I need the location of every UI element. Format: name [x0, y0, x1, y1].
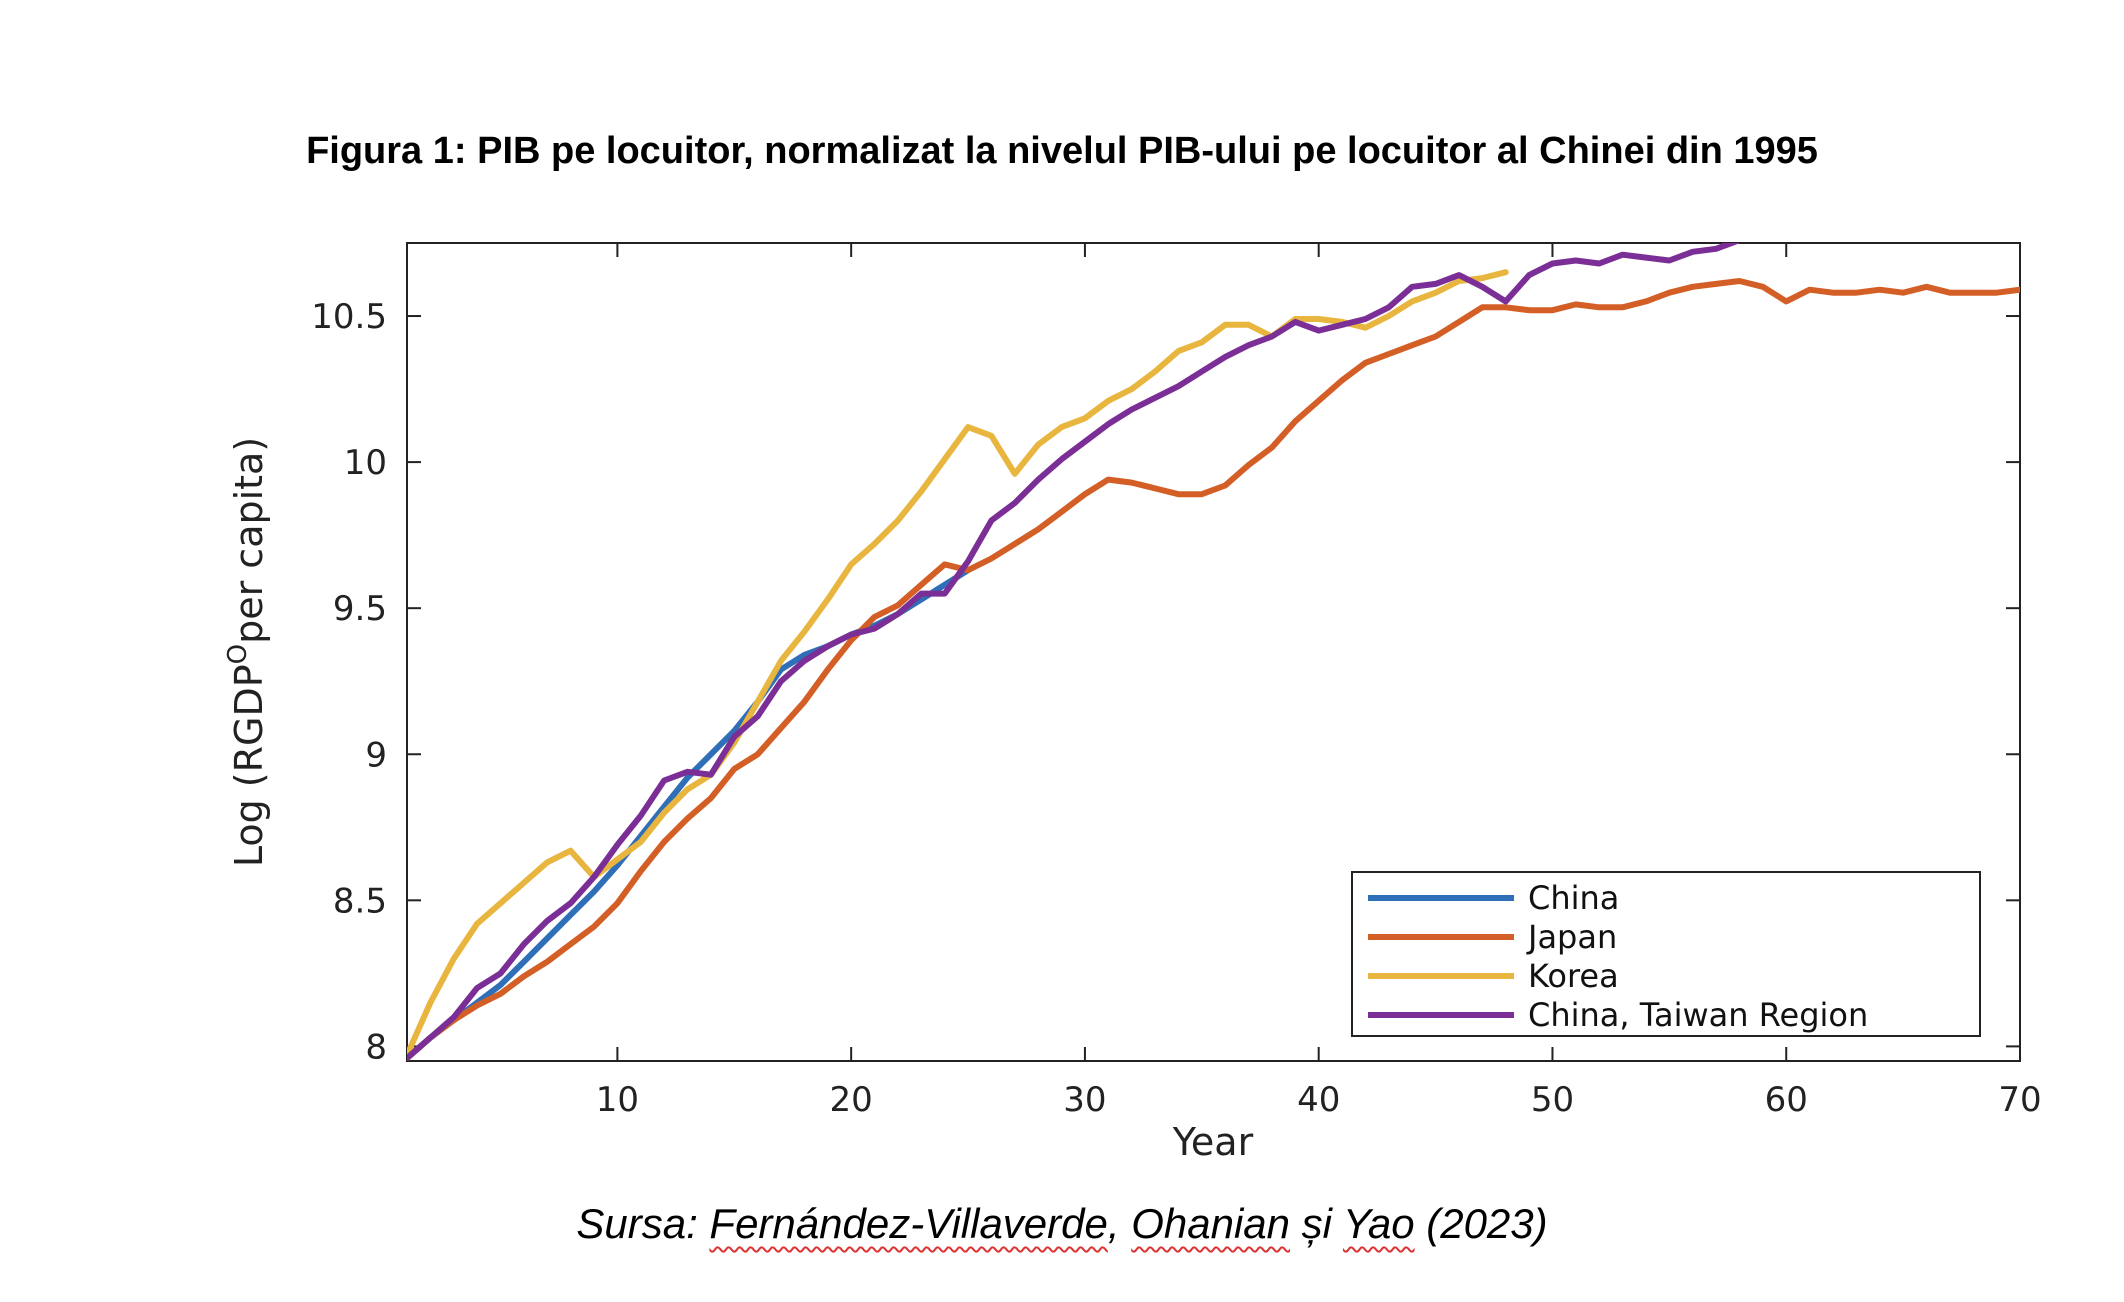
x-tick-label: 50	[1531, 1080, 1574, 1120]
source-author-2: Ohanian	[1131, 1200, 1291, 1247]
legend-label: China, Taiwan Region	[1528, 996, 1868, 1034]
x-tick-label: 60	[1765, 1080, 1808, 1120]
tick-labels: 10 20 30 40 50 60 70 8 8.5 9 9.5 10 10.5	[311, 297, 2041, 1120]
legend-label: Japan	[1526, 918, 1617, 956]
legend-label: Korea	[1528, 957, 1619, 995]
y-tick-label: 10.5	[311, 297, 387, 337]
series-line-2	[407, 269, 1509, 1059]
x-tick-label: 10	[596, 1080, 639, 1120]
source-separator-2: și	[1290, 1200, 1343, 1247]
source-author-3: Yao	[1342, 1200, 1415, 1247]
y-tick-label: 9.5	[333, 589, 387, 629]
x-tick-label: 70	[1998, 1080, 2041, 1120]
y-axis-label: Log (RGDPOper capita)	[223, 437, 271, 867]
series-line-1	[407, 278, 2020, 1061]
y-axis-label-main: Log (RGDP	[227, 664, 271, 867]
y-tick-label: 9	[365, 735, 387, 775]
x-tick-label: 20	[830, 1080, 873, 1120]
y-axis-label-superscript: O	[223, 644, 253, 664]
source-prefix: Sursa:	[576, 1200, 710, 1247]
y-tick-label: 10	[344, 443, 387, 483]
legend-label: China	[1528, 879, 1619, 917]
source-year: (2023)	[1414, 1200, 1548, 1247]
y-axis-label-rest: per capita)	[227, 437, 271, 644]
source-separator-1: ,	[1107, 1200, 1132, 1247]
source-author-1: Fernández-Villaverde	[709, 1200, 1108, 1247]
x-tick-label: 30	[1063, 1080, 1106, 1120]
series-line-3	[407, 243, 1741, 1061]
x-axis-label: Year	[1172, 1120, 1254, 1164]
chart-title: Figura 1: PIB pe locuitor, normalizat la…	[306, 130, 1818, 172]
y-tick-label: 8	[365, 1027, 387, 1067]
axis-ticks	[407, 243, 2021, 1061]
x-tick-label: 40	[1297, 1080, 1340, 1120]
y-tick-label: 8.5	[333, 881, 387, 921]
source-citation: Sursa: Fernández-Villaverde, Ohanian și …	[0, 1200, 2124, 1248]
series-lines	[407, 243, 2020, 1061]
